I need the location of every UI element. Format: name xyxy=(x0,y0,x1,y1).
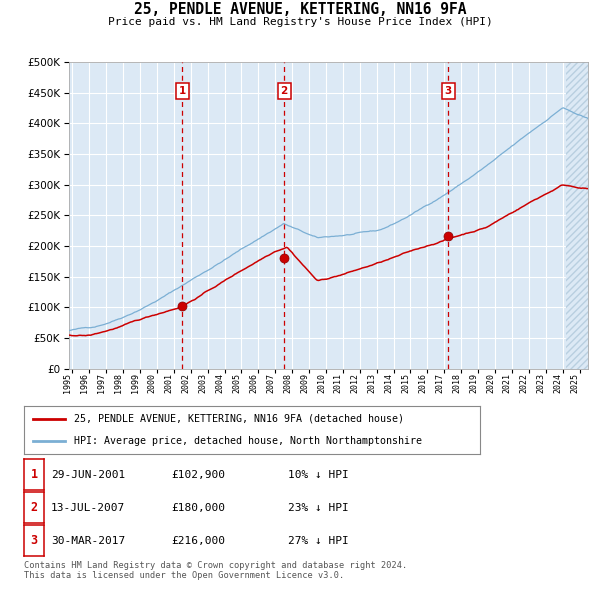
Text: 1997: 1997 xyxy=(97,373,106,394)
Text: 2007: 2007 xyxy=(266,373,275,394)
Text: 2022: 2022 xyxy=(520,373,529,394)
Text: 2014: 2014 xyxy=(385,373,394,394)
Text: 1996: 1996 xyxy=(80,373,89,394)
Text: 1999: 1999 xyxy=(131,373,140,394)
Text: 3: 3 xyxy=(31,534,38,548)
Text: 2024: 2024 xyxy=(554,373,563,394)
Text: 2: 2 xyxy=(281,86,288,96)
Text: 2013: 2013 xyxy=(368,373,377,394)
Text: 27% ↓ HPI: 27% ↓ HPI xyxy=(288,536,349,546)
Text: 2005: 2005 xyxy=(232,373,241,394)
Text: 2025: 2025 xyxy=(571,373,580,394)
Text: 2015: 2015 xyxy=(401,373,410,394)
Text: 2011: 2011 xyxy=(334,373,343,394)
Text: 25, PENDLE AVENUE, KETTERING, NN16 9FA: 25, PENDLE AVENUE, KETTERING, NN16 9FA xyxy=(134,2,466,17)
Text: 23% ↓ HPI: 23% ↓ HPI xyxy=(288,503,349,513)
Bar xyxy=(566,62,588,369)
Text: 2023: 2023 xyxy=(537,373,546,394)
Text: Contains HM Land Registry data © Crown copyright and database right 2024.
This d: Contains HM Land Registry data © Crown c… xyxy=(24,561,407,581)
Text: HPI: Average price, detached house, North Northamptonshire: HPI: Average price, detached house, Nort… xyxy=(74,436,422,446)
Text: Price paid vs. HM Land Registry's House Price Index (HPI): Price paid vs. HM Land Registry's House … xyxy=(107,17,493,27)
Text: 2006: 2006 xyxy=(250,373,259,394)
Text: 2000: 2000 xyxy=(148,373,157,394)
Text: 2016: 2016 xyxy=(418,373,427,394)
Text: 2002: 2002 xyxy=(182,373,191,394)
Text: 1: 1 xyxy=(178,86,186,96)
Text: 25, PENDLE AVENUE, KETTERING, NN16 9FA (detached house): 25, PENDLE AVENUE, KETTERING, NN16 9FA (… xyxy=(74,414,404,424)
Text: 2001: 2001 xyxy=(165,373,174,394)
Text: 2021: 2021 xyxy=(503,373,512,394)
Text: 2004: 2004 xyxy=(215,373,224,394)
Text: 1995: 1995 xyxy=(64,373,73,394)
Text: 2009: 2009 xyxy=(300,373,309,394)
Text: £102,900: £102,900 xyxy=(171,470,225,480)
Text: 2017: 2017 xyxy=(436,373,445,394)
Text: 30-MAR-2017: 30-MAR-2017 xyxy=(51,536,125,546)
Text: 10% ↓ HPI: 10% ↓ HPI xyxy=(288,470,349,480)
Text: 2: 2 xyxy=(31,501,38,514)
Text: 2008: 2008 xyxy=(283,373,292,394)
Text: 2010: 2010 xyxy=(317,373,326,394)
Text: 1: 1 xyxy=(31,468,38,481)
Text: £180,000: £180,000 xyxy=(171,503,225,513)
Text: 2012: 2012 xyxy=(351,373,360,394)
Text: 2019: 2019 xyxy=(469,373,478,394)
Text: 2018: 2018 xyxy=(452,373,461,394)
Text: 29-JUN-2001: 29-JUN-2001 xyxy=(51,470,125,480)
Text: 13-JUL-2007: 13-JUL-2007 xyxy=(51,503,125,513)
Text: 2003: 2003 xyxy=(199,373,208,394)
Text: 1998: 1998 xyxy=(114,373,123,394)
Text: £216,000: £216,000 xyxy=(171,536,225,546)
Text: 2020: 2020 xyxy=(486,373,495,394)
Text: 3: 3 xyxy=(445,86,452,96)
